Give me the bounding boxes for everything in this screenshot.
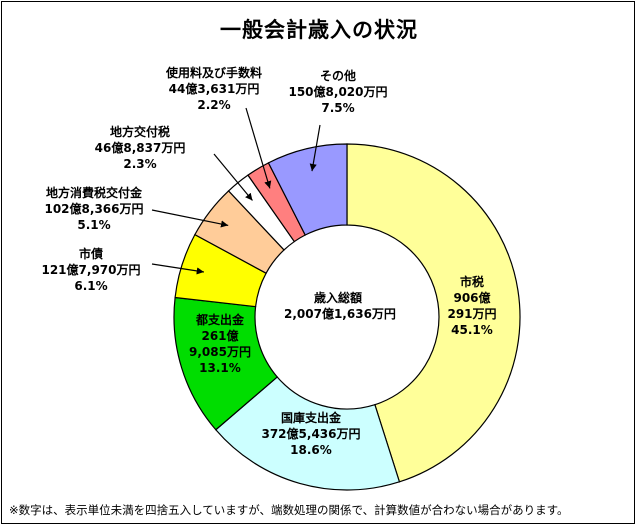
slice-percent: 2.2% — [197, 98, 231, 112]
slice-label-city-tax: 市税 906億 291万円 45.1% — [430, 274, 514, 338]
slice-percent: 7.5% — [321, 101, 355, 115]
slice-percent: 2.3% — [123, 157, 157, 171]
slice-name: 地方消費税交付金 — [45, 186, 142, 200]
slice-label-consumption-tax-grant: 地方消費税交付金 102億8,366万円 5.1% — [24, 185, 164, 233]
leader-arrow-fees — [245, 107, 272, 189]
slice-percent: 5.1% — [77, 218, 111, 232]
leader-arrow-local-allocation-tax — [213, 153, 253, 201]
slice-name: 使用料及び手数料 — [165, 66, 262, 80]
slice-amount: 9,085万円 — [189, 345, 251, 359]
slice-name: 市税 — [459, 275, 484, 289]
slice-name: その他 — [319, 69, 356, 83]
slice-label-other: その他 150億8,020万円 7.5% — [276, 68, 400, 116]
slice-label-fees: 使用料及び手数料 44億3,631万円 2.2% — [152, 65, 276, 113]
center-label-title: 歳入総額 — [313, 291, 362, 305]
slice-name: 市債 — [78, 247, 103, 261]
leader-arrow-municipal-bonds — [151, 263, 205, 275]
slice-percent: 18.6% — [290, 443, 332, 457]
slice-percent: 45.1% — [451, 323, 493, 337]
slice-percent: 13.1% — [199, 361, 241, 375]
slice-label-national-treasury: 国庫支出金 372億5,436万円 18.6% — [252, 410, 370, 458]
footnote: ※数字は、表示単位未満を四捨五入していますが、端数処理の関係で、計算数値が合わな… — [9, 503, 569, 517]
slice-name: 都支出金 — [195, 313, 244, 327]
slice-name: 地方交付税 — [109, 125, 170, 139]
center-label-total: 2,007億1,636万円 — [284, 307, 396, 321]
slice-amount: 291万円 — [447, 307, 497, 321]
chart-title: 一般会計歳入の状況 — [220, 18, 418, 42]
leader-arrow-consumption-tax-grant — [151, 209, 229, 228]
pie-slice-national-treasury — [214, 376, 401, 491]
slice-amount: 121億7,970万円 — [41, 263, 141, 277]
slice-label-municipal-bonds: 市債 121億7,970万円 6.1% — [30, 246, 152, 294]
slice-amount: 372億5,436万円 — [261, 427, 361, 441]
slice-amount: 906億 — [453, 291, 491, 305]
slice-label-metro-disbursement: 都支出金 261億 9,085万円 13.1% — [174, 312, 266, 376]
slice-name: 国庫支出金 — [280, 411, 341, 425]
slice-amount: 44億3,631万円 — [168, 82, 260, 96]
center-label: 歳入総額 2,007億1,636万円 — [284, 290, 396, 322]
slice-percent: 6.1% — [74, 279, 108, 293]
leader-arrow-other — [309, 124, 321, 172]
slice-amount: 102億8,366万円 — [44, 202, 144, 216]
pie-slice-city-tax — [346, 143, 521, 483]
slice-label-local-allocation-tax: 地方交付税 46億8,837万円 2.3% — [84, 124, 196, 172]
slice-amount: 261億 — [201, 329, 239, 343]
slice-amount: 150億8,020万円 — [288, 85, 388, 99]
slice-amount: 46億8,837万円 — [94, 141, 186, 155]
pie-slice-other — [267, 143, 348, 236]
